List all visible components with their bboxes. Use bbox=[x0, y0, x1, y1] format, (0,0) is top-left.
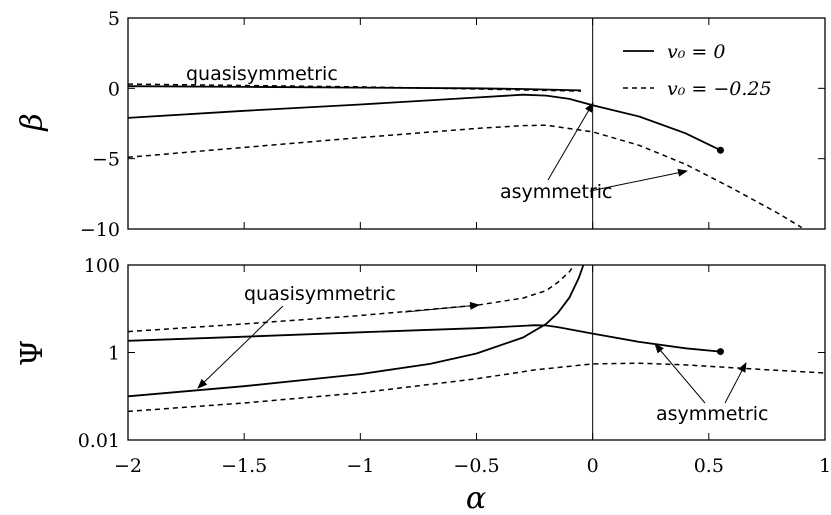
bottom-series bbox=[127, 264, 826, 413]
bottom-arrow-to-solid-asym bbox=[654, 343, 706, 404]
bottom-arrow-to-dashed bbox=[404, 301, 480, 313]
bottom-annotation-arrows bbox=[197, 301, 747, 404]
top-arrow-to-dashed bbox=[589, 168, 688, 192]
top-arrow-to-solid bbox=[547, 102, 594, 181]
top-annotation-asymmetric: asymmetric bbox=[500, 181, 612, 203]
bottom-panel: 100 1 0.01 −2 −1.5 −1 −0.5 0 0.5 1 Ψ α quasisymm… bbox=[15, 255, 831, 515]
bottom-y-tick-label: 1 bbox=[108, 343, 120, 365]
top-series-asymmetric-v0-0 bbox=[127, 93, 721, 152]
x-tick-label: 1 bbox=[819, 455, 831, 477]
top-y-tick-label: 0 bbox=[108, 78, 120, 100]
top-annotation-arrows bbox=[547, 102, 688, 192]
bottom-series-endpoint bbox=[716, 348, 724, 356]
x-tick-label: 0.5 bbox=[694, 455, 724, 477]
top-series-asymmetric-v0-neg025 bbox=[127, 124, 803, 229]
bottom-series-asymmetric-v0-0 bbox=[127, 324, 721, 353]
top-y-tick-labels: 5 0 −5 −10 bbox=[80, 8, 120, 241]
bottom-arrow-to-dashed-asym bbox=[724, 362, 747, 404]
bottom-y-tick-label: 0.01 bbox=[78, 430, 120, 452]
legend-dashed-label: v₀ = −0.25 bbox=[667, 78, 772, 100]
bottom-series-asymmetric-v0-neg025 bbox=[127, 362, 826, 413]
top-y-tick-label: 5 bbox=[108, 8, 120, 30]
bottom-annotation-asymmetric: asymmetric bbox=[656, 403, 768, 425]
legend-solid-label: v₀ = 0 bbox=[667, 41, 725, 63]
x-tick-label: −0.5 bbox=[453, 455, 499, 477]
top-annotation-quasisymmetric: quasisymmetric bbox=[186, 63, 338, 85]
bottom-series-quasisymmetric-v0-neg025 bbox=[127, 264, 575, 333]
top-y-tick-label: −5 bbox=[92, 149, 120, 171]
bottom-series-quasisymmetric-v0-0 bbox=[127, 264, 585, 398]
top-series bbox=[127, 83, 803, 229]
top-series-endpoint bbox=[716, 146, 724, 154]
x-tick-labels: −2 −1.5 −1 −0.5 0 0.5 1 bbox=[114, 455, 831, 477]
x-axis-title: α bbox=[466, 481, 486, 515]
top-panel: 5 0 −5 −10 β quasisymmetric asymmetric v₀ =… bbox=[15, 8, 826, 241]
legend: v₀ = 0 v₀ = −0.25 bbox=[623, 41, 772, 100]
top-y-tick-label: −10 bbox=[80, 219, 120, 241]
top-y-axis-title: β bbox=[15, 113, 50, 131]
bottom-y-axis-title: Ψ bbox=[15, 340, 50, 366]
x-tick-label: −1 bbox=[346, 455, 374, 477]
bottom-arrow-to-solid bbox=[197, 305, 284, 389]
x-tick-label: −2 bbox=[114, 455, 142, 477]
bottom-y-tick-labels: 100 1 0.01 bbox=[78, 255, 120, 452]
bottom-annotation-quasisymmetric: quasisymmetric bbox=[244, 283, 396, 305]
x-tick-label: 0 bbox=[587, 455, 599, 477]
bottom-y-tick-label: 100 bbox=[84, 255, 120, 277]
x-tick-label: −1.5 bbox=[221, 455, 267, 477]
